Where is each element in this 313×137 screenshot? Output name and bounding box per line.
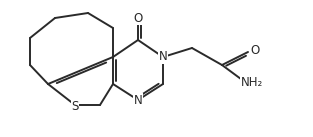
Text: N: N [159, 51, 167, 64]
Text: O: O [250, 44, 259, 56]
Text: O: O [133, 12, 143, 25]
Text: NH₂: NH₂ [241, 76, 263, 89]
Text: S: S [71, 101, 79, 113]
Text: N: N [134, 93, 142, 106]
